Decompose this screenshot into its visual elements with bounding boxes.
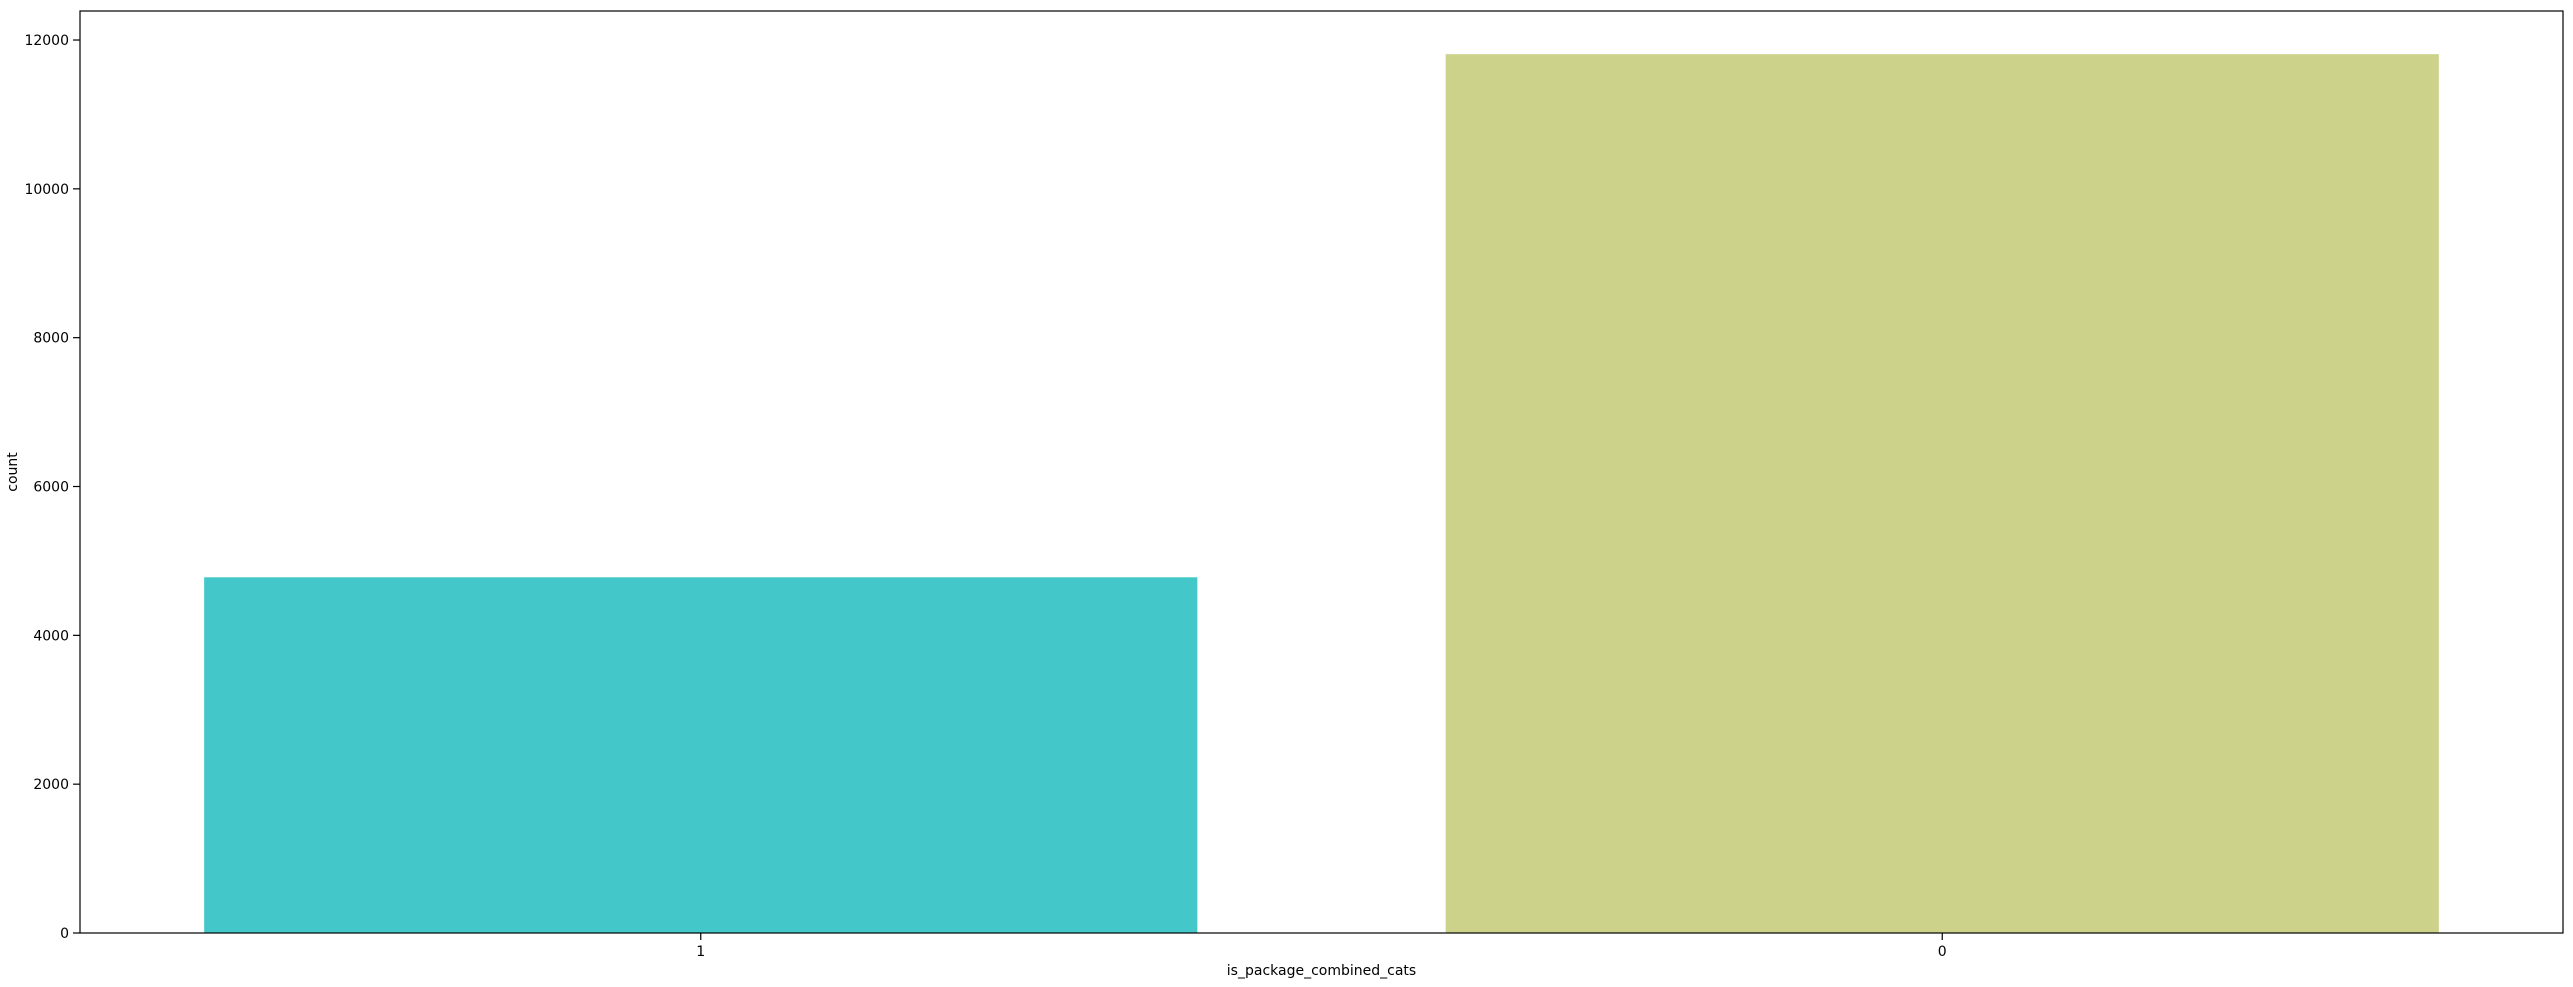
y-tick-label: 0 (60, 926, 69, 942)
y-tick-label: 4000 (33, 628, 69, 644)
bar-0 (1445, 54, 2439, 933)
bar-1 (204, 577, 1198, 933)
x-tick-label: 0 (1938, 944, 1947, 960)
y-tick-label: 2000 (33, 777, 69, 793)
bars-layer (204, 54, 2439, 933)
y-tick-label: 12000 (24, 33, 69, 49)
x-axis-title: is_package_combined_cats (1227, 963, 1416, 979)
x-tick-label: 1 (696, 944, 705, 960)
y-tick-label: 10000 (24, 182, 69, 198)
y-tick-label: 8000 (33, 331, 69, 347)
plot-frame (79, 10, 2564, 934)
y-axis-ticks: 0 2000 4000 6000 8000 10000 12000 (24, 33, 80, 942)
y-tick-label: 6000 (33, 480, 69, 496)
y-axis-title: count (5, 452, 21, 492)
